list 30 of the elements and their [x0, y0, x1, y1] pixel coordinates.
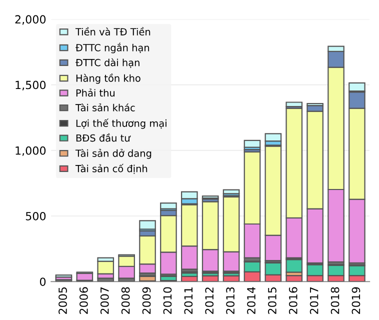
legend-label: Tài sản khác — [75, 103, 135, 112]
y-tick-label: 500 — [26, 212, 46, 220]
y-tick-label: 1,500 — [16, 80, 46, 90]
x-tick-label: 2011 — [184, 287, 193, 314]
x-tick-label: 2014 — [247, 287, 256, 314]
y-tick-label: 1,000 — [16, 146, 46, 156]
legend-label: BĐS đầu tư — [76, 133, 131, 142]
legend-label: Tiền và TĐ Tiền — [75, 27, 150, 36]
x-tick-label: 2012 — [205, 288, 214, 314]
x-tick-label: 2018 — [330, 287, 340, 314]
x-tick-label: 2007 — [100, 287, 109, 314]
legend-label: Tài sản cố định — [75, 164, 148, 174]
legend-label: ĐTTC ngắn hạn — [76, 42, 150, 54]
y-tick-label: 2,000 — [15, 15, 46, 25]
x-tick-label: 2019 — [352, 287, 360, 314]
x-tick-label: 2015 — [268, 287, 276, 314]
x-tick-label: 2006 — [79, 287, 88, 314]
legend-label: Phải thu — [76, 88, 114, 97]
legend-label: Hàng tồn kho — [76, 73, 140, 84]
legend-label: Tài sản dở dang — [75, 148, 152, 159]
legend-label: ĐTTC dài hạn — [76, 58, 140, 68]
x-tick-label: 2010 — [163, 287, 172, 314]
x-tick-label: 2005 — [58, 287, 67, 314]
x-tick-label: 2008 — [121, 287, 130, 314]
x-tick-label: 2009 — [142, 287, 151, 314]
y-tick-label: 0 — [40, 278, 46, 286]
x-tick-label: 2013 — [226, 287, 235, 314]
x-tick-label: 2016 — [288, 287, 298, 314]
legend-label: Lợi thế thương mại — [76, 118, 166, 129]
x-tick-label: 2017 — [310, 287, 318, 314]
